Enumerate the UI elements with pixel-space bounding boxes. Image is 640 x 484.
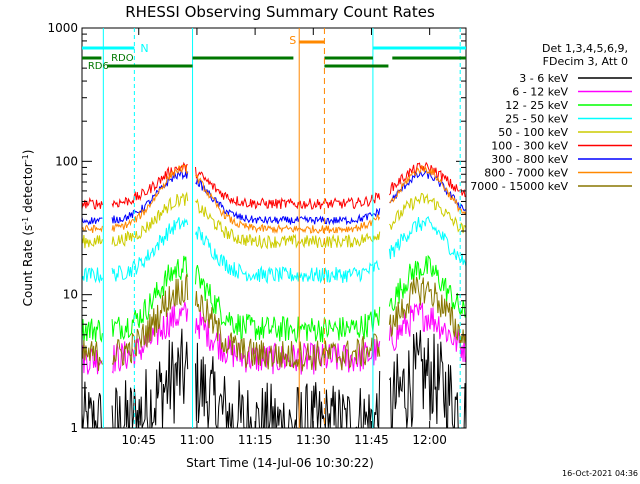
- y-tick-label-2: 100: [55, 154, 78, 168]
- series-line-3: [81, 215, 467, 285]
- series-line-2: [81, 254, 467, 344]
- series-line-8: [81, 273, 467, 372]
- x-tick-label-2: 11:15: [238, 433, 273, 447]
- x-tick-label-4: 11:45: [354, 433, 389, 447]
- legend-label-5: 100 - 300 keV: [491, 140, 568, 153]
- chart-title: RHESSI Observing Summary Count Rates: [125, 3, 435, 21]
- legend-label-3: 25 - 50 keV: [505, 113, 568, 126]
- y-axis-label-main: Count Rate (s: [21, 225, 35, 307]
- y-tick-label-0: 1: [70, 421, 78, 435]
- x-tick-label-1: 11:00: [180, 433, 215, 447]
- legend-label-6: 300 - 800 keV: [491, 153, 568, 166]
- legend-label-0: 3 - 6 keV: [519, 72, 568, 85]
- y-tick-label-1: 10: [63, 288, 78, 302]
- legend-label-8: 7000 - 15000 keV: [470, 180, 568, 193]
- y-axis-label: Count Rate (s-1 detector-1): [21, 150, 36, 307]
- legend-label-1: 6 - 12 keV: [512, 86, 568, 99]
- legend-header-line-1: Det 1,3,4,5,6,9,: [542, 42, 628, 55]
- legend-header-line-2: FDecim 3, Att 0: [543, 55, 628, 68]
- plot-layer: 10:45 11:00 11:15 11:30 11:45 12:00 1 10 100 1000…: [47, 21, 467, 447]
- timestamp: 16-Oct-2021 04:36: [562, 469, 638, 478]
- series-line-4: [81, 191, 467, 250]
- y-tick-label-3: 1000: [47, 21, 78, 35]
- flag-label-rdo: RDO: [111, 53, 134, 64]
- flag-label-n: N: [140, 42, 148, 55]
- y-axis-label-sup1: -1: [21, 217, 30, 225]
- y-axis-label-mid: detector: [21, 162, 35, 217]
- series-line-6: [81, 169, 467, 226]
- plot-frame: [81, 27, 467, 429]
- x-tick-label-0: 10:45: [121, 433, 156, 447]
- x-tick-label-3: 11:30: [296, 433, 331, 447]
- flag-label-s: S: [289, 34, 296, 47]
- series-line-5: [81, 161, 467, 210]
- legend-label-4: 50 - 100 keV: [498, 126, 568, 139]
- x-axis-label: Start Time (14-Jul-06 10:30:22): [186, 456, 374, 470]
- flag-label-rd6: RD6: [88, 61, 109, 72]
- legend-label-7: 800 - 7000 keV: [484, 167, 568, 180]
- legend-label-2: 12 - 25 keV: [505, 99, 568, 112]
- y-axis-label-sup2: -1: [21, 154, 30, 162]
- series-line-7: [81, 164, 467, 234]
- y-axis-label-end: ): [21, 150, 35, 155]
- x-tick-label-5: 12:00: [412, 433, 447, 447]
